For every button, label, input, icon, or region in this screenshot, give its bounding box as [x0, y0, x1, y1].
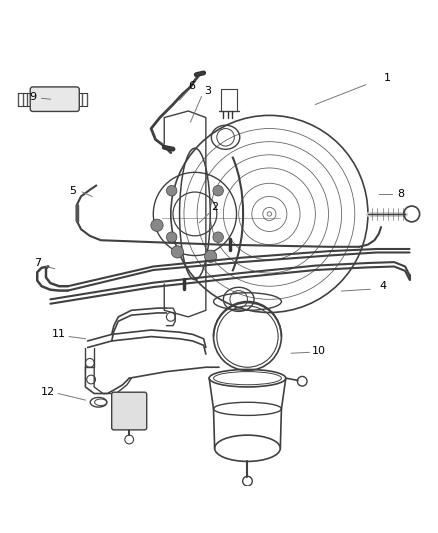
FancyBboxPatch shape [112, 392, 147, 430]
Text: 9: 9 [30, 92, 37, 102]
Text: 4: 4 [380, 281, 387, 291]
FancyBboxPatch shape [30, 87, 79, 111]
Circle shape [213, 232, 223, 243]
Text: 11: 11 [52, 329, 66, 340]
Circle shape [171, 246, 184, 258]
Circle shape [205, 250, 217, 262]
Text: 10: 10 [312, 346, 326, 356]
Circle shape [166, 185, 177, 196]
Text: 5: 5 [69, 186, 76, 196]
Text: 7: 7 [34, 259, 41, 269]
Text: 2: 2 [211, 203, 218, 212]
Text: 3: 3 [205, 86, 212, 96]
Text: 6: 6 [188, 80, 195, 91]
Text: 8: 8 [397, 189, 404, 199]
Circle shape [166, 232, 177, 243]
Text: 1: 1 [384, 73, 391, 83]
Text: 12: 12 [41, 387, 55, 397]
Circle shape [151, 219, 163, 231]
Circle shape [213, 185, 223, 196]
